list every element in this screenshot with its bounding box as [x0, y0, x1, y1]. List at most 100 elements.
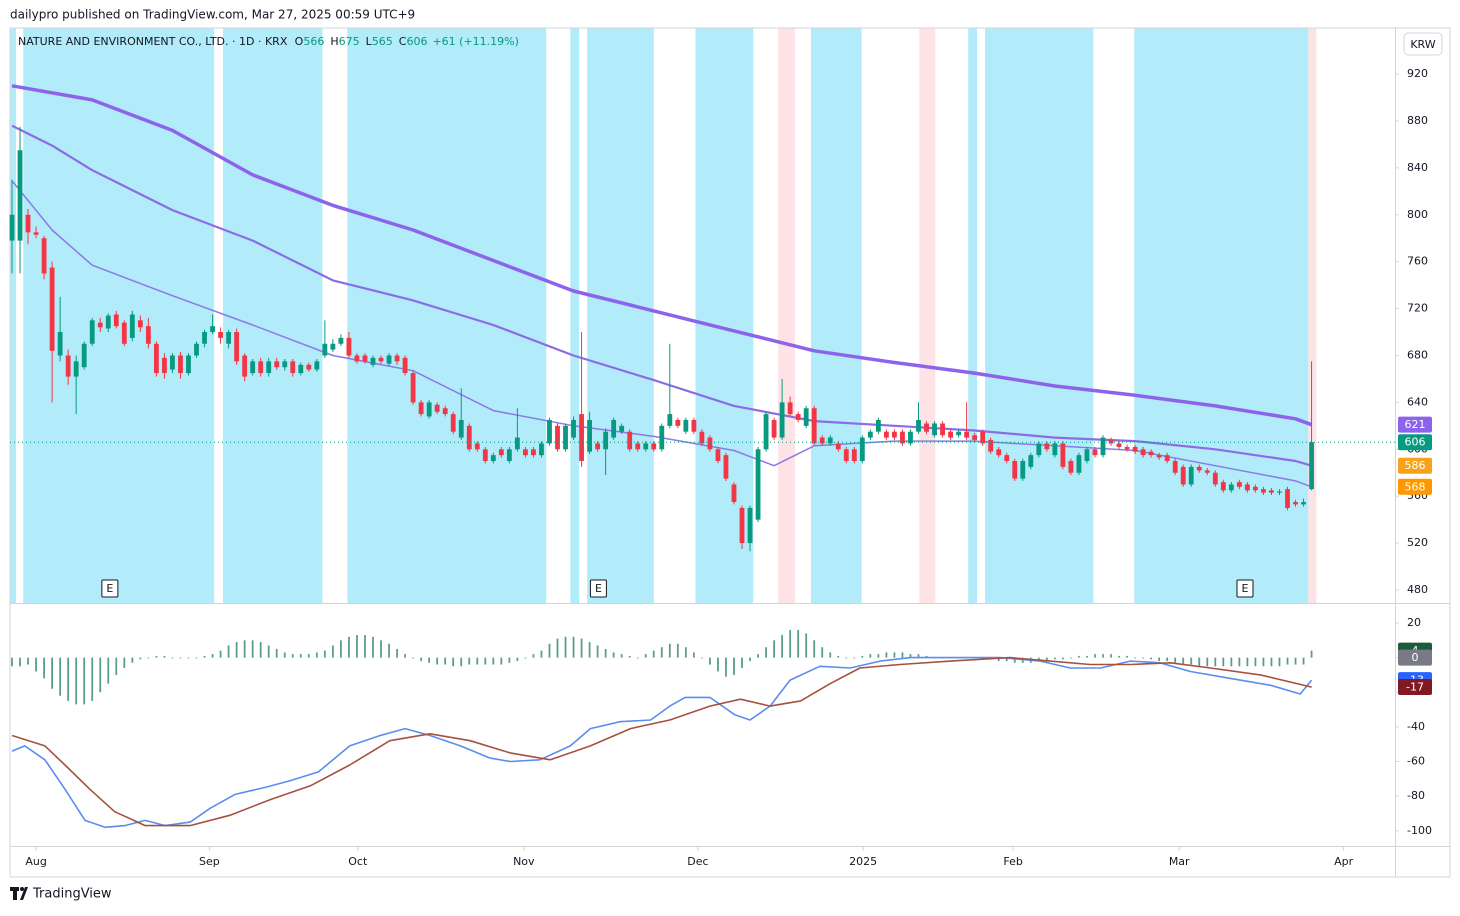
candle-body: [194, 343, 199, 356]
histogram-bar: [436, 657, 439, 665]
y-tick-label: 840: [1407, 161, 1428, 174]
y-tick-label: 800: [1407, 208, 1428, 221]
histogram-bar: [500, 657, 503, 665]
candle-body: [956, 431, 962, 436]
candle-body: [162, 357, 167, 374]
candle-body: [611, 419, 617, 438]
candle-body: [916, 419, 921, 432]
histogram-bar: [283, 652, 286, 658]
currency-button[interactable]: [1403, 32, 1443, 56]
histogram-bar: [604, 648, 607, 658]
candle-body: [675, 419, 681, 426]
histogram-bar: [717, 657, 719, 672]
candle-body: [113, 314, 119, 327]
candle-body: [539, 443, 544, 456]
histogram-bar: [163, 655, 166, 658]
histogram-bar: [749, 657, 751, 662]
histogram-bar: [1126, 655, 1128, 658]
candle-body: [490, 455, 496, 462]
histogram-bar: [524, 657, 527, 659]
candle-body: [779, 402, 785, 438]
currency[interactable]: KRW: [1410, 38, 1435, 51]
candle-body: [948, 431, 953, 438]
histogram-bar: [171, 657, 174, 659]
legend: NATURE AND ENVIRONMENT CO., LTD. · 1D · …: [18, 35, 519, 48]
candle-body: [218, 332, 223, 338]
histogram-bar: [251, 640, 254, 658]
candle-body: [97, 322, 103, 328]
candle-body: [386, 355, 392, 364]
histogram-bar: [580, 638, 583, 658]
candle-body: [771, 419, 777, 438]
histogram-bar: [781, 635, 784, 658]
highlight-band: [347, 28, 547, 603]
histogram-bar: [19, 657, 21, 667]
candle-body: [1140, 449, 1146, 456]
histogram-bar: [1294, 657, 1297, 665]
y-tick-label: -80: [1407, 789, 1425, 802]
candle-body: [787, 402, 793, 415]
ohlc-label: H: [330, 35, 338, 48]
candle-body: [739, 507, 745, 544]
histogram-bar: [99, 657, 102, 693]
candle-body: [1293, 502, 1298, 505]
histogram-bar: [1222, 657, 1225, 667]
histogram-bar: [556, 638, 559, 658]
candle-body: [996, 449, 1002, 456]
y-tick-label: 520: [1407, 536, 1428, 549]
histogram-bar: [340, 640, 342, 658]
candle-body: [153, 343, 159, 374]
candle-body: [651, 443, 657, 450]
histogram-bar: [773, 640, 775, 658]
symbol-name: NATURE AND ENVIRONMENT CO., LTD. · 1D · …: [18, 35, 288, 48]
candle-body: [972, 435, 978, 440]
histogram-bar: [1182, 657, 1185, 665]
candle-body: [707, 437, 713, 450]
histogram-bar: [323, 650, 326, 658]
x-tick-label: Dec: [687, 855, 708, 868]
candle-body: [811, 408, 817, 444]
candle-body: [49, 267, 55, 351]
histogram-bar: [861, 655, 864, 658]
y-tick-label: 480: [1407, 583, 1428, 596]
candle-body: [178, 355, 183, 374]
candle-body: [274, 361, 280, 368]
histogram-bar: [1094, 654, 1096, 658]
histogram-bar: [364, 635, 366, 658]
value-tag: [1398, 649, 1432, 666]
histogram-bar: [1238, 657, 1241, 667]
candle-body: [354, 355, 360, 362]
candle-body: [362, 355, 368, 362]
candle-body: [89, 320, 95, 344]
histogram-bar: [1166, 657, 1169, 662]
histogram-bar: [67, 657, 70, 701]
candle-body: [1092, 449, 1098, 456]
histogram-bar: [877, 654, 880, 658]
histogram-bar: [765, 647, 767, 658]
histogram-bar: [460, 657, 463, 667]
candle-body: [1301, 502, 1306, 505]
x-tick-label: Nov: [513, 855, 535, 868]
y-tick-label: 880: [1407, 114, 1428, 127]
highlight-band: [587, 28, 654, 603]
histogram-bar: [59, 657, 62, 696]
histogram-bar: [83, 657, 86, 705]
candle-body: [314, 361, 320, 370]
event-label: E: [595, 582, 602, 595]
value-tag-label: -17: [1406, 681, 1424, 694]
histogram-bar: [516, 657, 519, 662]
candle-body: [531, 449, 536, 456]
candle-body: [980, 431, 986, 444]
histogram-bar: [219, 650, 222, 658]
candle-body: [1132, 446, 1138, 452]
publisher: dailypro published on TradingView.com, M…: [10, 8, 415, 22]
histogram-bar: [909, 654, 912, 658]
histogram-bar: [837, 655, 840, 658]
highlight-band: [919, 28, 936, 603]
highlight-band: [778, 28, 795, 603]
histogram-bar: [1150, 657, 1153, 660]
candle-body: [1269, 490, 1274, 493]
candle-body: [234, 332, 240, 362]
candle-body: [667, 414, 673, 426]
histogram-bar: [452, 657, 455, 667]
